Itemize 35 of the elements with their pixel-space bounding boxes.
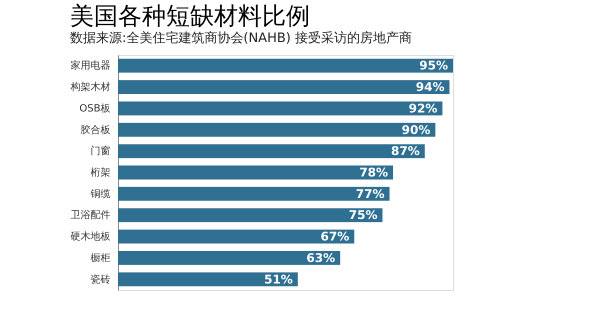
bar [118,144,425,158]
y-tick-label: 门窗 [90,145,110,158]
y-tick-label: OSB板 [79,102,110,114]
bar [118,208,382,222]
bar [118,166,394,180]
data-label: 95% [419,58,448,73]
y-tick-label: 铜缆 [90,188,110,200]
chart-subtitle: 数据来源:全美住宅建筑商协会(NAHB) 接受采访的房地产商 [70,30,412,46]
y-tick-label: 家用电器 [70,60,110,72]
y-tick-label: 构架木材 [70,81,110,94]
bar [118,122,436,137]
data-label: 63% [306,250,336,265]
bar [118,251,340,265]
bar [118,272,298,286]
bar [118,230,354,244]
y-tick-label: 硬木地板 [70,230,110,243]
data-label: 78% [359,166,388,180]
data-label: 51% [264,272,293,286]
bar [118,101,442,116]
data-label: 75% [348,208,378,222]
data-label: 90% [402,122,430,137]
data-label: 77% [356,186,385,201]
bar [118,58,453,73]
data-label: 94% [416,80,444,94]
y-tick-label: 瓷砖 [90,273,110,286]
bar [118,80,450,94]
bar [118,186,390,201]
data-label: 92% [408,101,438,116]
data-label: 87% [391,144,420,158]
y-tick-label: 卫浴配件 [70,209,110,222]
y-tick-label: 橱柜 [90,252,110,264]
data-label: 67% [320,230,350,244]
chart-title: 美国各种短缺材料比例 [70,2,310,30]
y-tick-label: 胶合板 [80,124,110,136]
y-tick-label: 桁架 [90,166,110,178]
